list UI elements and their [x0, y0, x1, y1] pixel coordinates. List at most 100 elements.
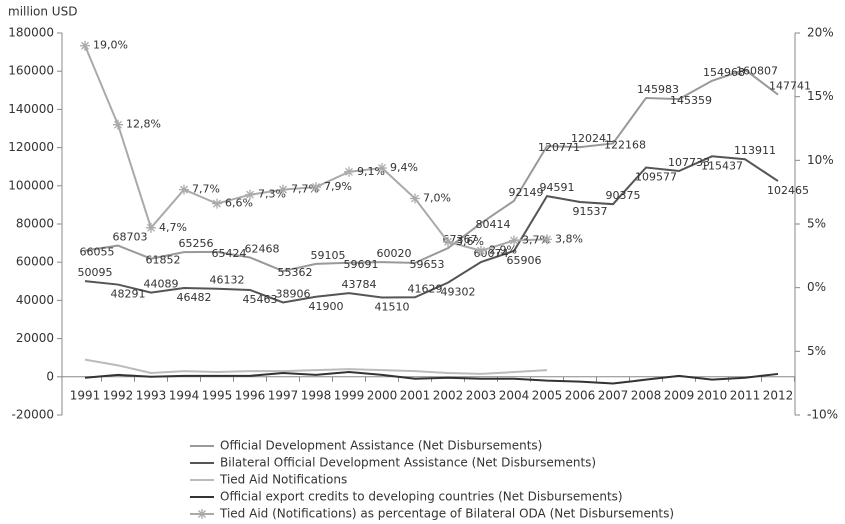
marker: [443, 236, 453, 247]
data-label: 109577: [635, 171, 677, 184]
y-tick-label: 100000: [8, 178, 54, 192]
marker: [113, 119, 123, 130]
data-label: 19,0%: [93, 39, 128, 52]
data-label: 102465: [767, 184, 809, 197]
marker: [509, 235, 519, 246]
y-tick-label: 20000: [16, 331, 54, 345]
data-label: 38906: [276, 287, 311, 300]
data-label: 160807: [736, 65, 778, 78]
series-line: [84, 358, 548, 375]
data-label: 59105: [311, 249, 346, 262]
data-label: 147741: [769, 80, 811, 93]
data-label: 145983: [637, 83, 679, 96]
legend-marker: [197, 509, 207, 519]
y2-tick-label: 15%: [807, 89, 834, 103]
x-tick-label: 2001: [400, 389, 431, 403]
data-label: 59653: [410, 258, 445, 271]
data-label: 65906: [507, 254, 542, 267]
data-label: 7,9%: [324, 180, 352, 193]
data-label: 59691: [344, 258, 379, 271]
x-tick-label: 1997: [268, 389, 299, 403]
x-tick-label: 1994: [169, 389, 200, 403]
data-label: 12,8%: [126, 118, 161, 131]
y-axis-title: million USD: [8, 5, 77, 19]
data-label: 6,6%: [225, 197, 253, 210]
y2-tick-label: 5%: [807, 217, 826, 231]
y-tick-label: 40000: [16, 293, 54, 307]
series-line: [84, 68, 779, 273]
data-label: 45463: [243, 293, 278, 306]
marker: [476, 245, 486, 256]
marker: [278, 184, 288, 195]
data-label: 62468: [245, 242, 280, 255]
x-tick-label: 2003: [466, 389, 497, 403]
data-label: 41629: [408, 282, 443, 295]
x-tick-label: 2011: [730, 389, 761, 403]
y-tick-label: 120000: [8, 140, 54, 154]
data-label: 46132: [210, 274, 245, 287]
data-label: 91537: [573, 205, 608, 218]
x-tick-label: 1992: [103, 389, 134, 403]
x-tick-label: 2012: [763, 389, 794, 403]
data-label: 7,7%: [192, 183, 220, 196]
x-tick-label: 2009: [664, 389, 695, 403]
data-label: 55362: [278, 266, 313, 279]
data-label: 80414: [476, 218, 511, 231]
y-tick-label: 180000: [8, 26, 54, 40]
x-tick-label: 1996: [235, 389, 266, 403]
x-tick-label: 2010: [697, 389, 728, 403]
y-tick-label: -20000: [11, 408, 54, 422]
marker: [542, 234, 552, 245]
legend-label: Official Development Assistance (Net Dis…: [220, 439, 542, 453]
data-label: 7,7%: [291, 183, 319, 196]
data-label: 107733: [668, 156, 710, 169]
x-tick-label: 2000: [367, 389, 398, 403]
data-label: 65256: [179, 237, 214, 250]
data-label: 94591: [540, 181, 575, 194]
marker: [245, 189, 255, 200]
y2-tick-label: 20%: [807, 26, 834, 40]
data-label: 113911: [734, 144, 776, 157]
data-label: 7,0%: [423, 192, 451, 205]
data-label: 9,4%: [390, 161, 418, 174]
marker: [377, 162, 387, 173]
x-tick-label: 2007: [598, 389, 629, 403]
legend-label: Official export credits to developing co…: [220, 490, 623, 504]
marker: [80, 40, 90, 51]
data-label: 122168: [604, 138, 646, 151]
data-label: 68703: [113, 231, 148, 244]
marker: [311, 182, 321, 193]
y-tick-label: 140000: [8, 102, 54, 116]
legend-label: Bilateral Official Development Assistanc…: [220, 456, 596, 470]
x-tick-label: 2004: [499, 389, 530, 403]
y2-tick-label: -10%: [807, 408, 838, 422]
marker: [410, 193, 420, 204]
data-label: 2,9%: [489, 244, 517, 257]
data-label: 65424: [212, 247, 247, 260]
data-label: 50095: [78, 266, 113, 279]
legend-label: Tied Aid Notifications: [219, 473, 347, 487]
data-label: 120771: [538, 141, 580, 154]
x-tick-label: 1998: [301, 389, 332, 403]
y-tick-label: 60000: [16, 255, 54, 269]
x-tick-label: 1999: [334, 389, 365, 403]
series-line: [84, 371, 779, 385]
x-tick-label: 1993: [136, 389, 167, 403]
y-tick-label: 80000: [16, 217, 54, 231]
y2-tick-label: 0%: [807, 280, 826, 294]
data-label: 46482: [177, 291, 212, 304]
marker: [146, 222, 156, 233]
data-label: 66055: [80, 246, 115, 259]
y2-tick-label: 5%: [807, 344, 826, 358]
data-label: 7,3%: [258, 188, 286, 201]
data-label: 115437: [701, 159, 743, 172]
marker: [212, 198, 222, 209]
marker: [179, 184, 189, 195]
data-label: 90375: [606, 189, 641, 202]
data-label: 60020: [377, 247, 412, 260]
x-tick-label: 2006: [565, 389, 596, 403]
x-tick-label: 2008: [631, 389, 662, 403]
data-label: 41510: [375, 301, 410, 314]
x-tick-label: 1991: [70, 389, 101, 403]
